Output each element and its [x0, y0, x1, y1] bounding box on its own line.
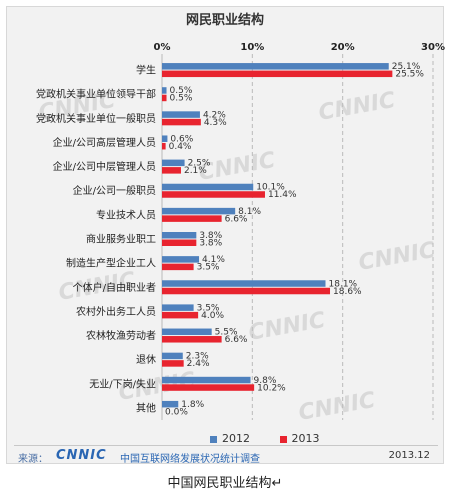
category-label: 企业/公司高层管理人员 — [53, 136, 156, 149]
chart-title: 网民职业结构 — [185, 13, 264, 28]
bar-2013 — [162, 118, 201, 126]
data-label-2013: 18.6% — [333, 287, 362, 297]
category-label: 农林牧渔劳动者 — [86, 329, 156, 342]
data-label-2012: 3.5% — [197, 303, 220, 313]
bar-2013 — [162, 215, 222, 222]
x-tick-label: 0% — [154, 42, 171, 53]
data-label-2012: 2.5% — [188, 159, 211, 169]
watermark-text: CNNIC — [357, 238, 437, 276]
data-label-2012: 18.1% — [329, 279, 358, 289]
cnnic-logo: CNNIC — [56, 448, 107, 463]
legend: 2012 2013 — [210, 432, 346, 445]
footer-divider — [14, 445, 438, 446]
x-tick-label: 30% — [421, 42, 445, 53]
category-label: 学生 — [136, 64, 156, 77]
bar-2013 — [162, 94, 167, 102]
data-label-2013: 3.8% — [199, 239, 222, 249]
data-label-2013: 3.5% — [197, 263, 220, 273]
bar-2012 — [162, 352, 183, 360]
data-label-2013: 4.3% — [204, 118, 227, 128]
data-label-2013: 0.5% — [170, 94, 193, 104]
data-label-2012: 3.8% — [199, 231, 222, 241]
data-label-2012: 1.8% — [181, 400, 204, 410]
data-label-2012: 5.5% — [215, 328, 238, 338]
bar-2013 — [162, 142, 166, 150]
watermark-text: CNNIC — [247, 308, 327, 346]
data-label-2013: 6.6% — [225, 214, 248, 224]
bar-chart: CNNICCNNICCNNICCNNICCNNICCNNICCNNICCNNIC… — [36, 42, 445, 426]
bar-2012 — [162, 256, 200, 263]
data-label-2012: 25.1% — [392, 62, 421, 72]
bar-2012 — [162, 135, 168, 142]
bar-2012 — [162, 304, 194, 311]
footer: 来源： CNNIC 中国互联网络发展状况统计调查 2013.12 — [16, 448, 436, 465]
data-label-2012: 4.1% — [202, 255, 225, 265]
data-label-2013: 10.2% — [257, 383, 286, 393]
watermark-text: CNNIC — [317, 88, 397, 126]
watermark-text: CNNIC — [297, 388, 377, 426]
bar-2012 — [162, 159, 185, 167]
legend-item-2013: 2013 — [279, 432, 320, 445]
bar-2013 — [162, 191, 265, 198]
legend-item-2012: 2012 — [210, 432, 250, 445]
category-label: 党政机关事业单位一般职员 — [36, 112, 156, 125]
data-label-2012: 9.8% — [254, 376, 277, 386]
bar-2013 — [162, 167, 181, 174]
category-label: 无业/下岗/失业 — [89, 377, 156, 390]
data-label-2012: 0.5% — [170, 86, 193, 96]
data-label-2013: 6.6% — [225, 335, 248, 345]
data-label-2012: 2.3% — [186, 352, 209, 362]
report-date: 2013.12 — [388, 450, 430, 461]
data-label-2013: 2.1% — [184, 166, 207, 176]
category-label: 农村外出务工人员 — [76, 305, 156, 318]
category-label: 个体户/自由职业者 — [73, 281, 156, 294]
bar-2012 — [162, 328, 212, 336]
category-label: 专业技术人员 — [96, 208, 156, 221]
bar-2013 — [162, 384, 255, 391]
data-label-2013: 25.5% — [395, 70, 424, 80]
category-label: 企业/公司一般职员 — [73, 184, 156, 197]
legend-label-2013: 2013 — [291, 432, 320, 445]
legend-label-2012: 2012 — [222, 432, 250, 445]
data-label-2012: 4.2% — [203, 110, 226, 120]
data-label-2013: 4.0% — [201, 311, 224, 321]
data-label-2012: 0.6% — [170, 134, 193, 144]
org-name: 中国互联网络发展状况统计调查 — [120, 454, 260, 465]
data-label-2012: 8.1% — [238, 207, 261, 217]
bar-2013 — [162, 336, 222, 343]
category-label: 商业服务业职工 — [86, 233, 156, 246]
legend-swatch-2013 — [279, 435, 287, 443]
x-tick-label: 20% — [331, 42, 355, 53]
data-label-2012: 10.1% — [256, 183, 285, 193]
category-label: 其他 — [136, 401, 156, 414]
category-label: 制造生产型企业工人 — [66, 257, 156, 270]
bar-2012 — [162, 183, 254, 191]
x-tick-label: 10% — [240, 42, 264, 53]
bar-2012 — [162, 376, 251, 384]
data-label-2013: 11.4% — [268, 190, 297, 200]
bar-2013 — [162, 70, 393, 78]
data-label-2013: 0.0% — [165, 407, 188, 417]
bar-2013 — [162, 311, 199, 319]
data-label-2013: 2.4% — [187, 359, 210, 369]
figure-caption: 中国网民职业结构↵ — [167, 476, 283, 491]
bar-2013 — [162, 287, 331, 295]
source-label: 来源： — [18, 454, 48, 465]
bar-2012 — [162, 87, 167, 94]
category-label: 党政机关事业单位领导干部 — [36, 88, 156, 101]
bar-2012 — [162, 207, 236, 215]
bar-2012 — [162, 111, 200, 118]
bar-2012 — [162, 400, 179, 408]
bar-2012 — [162, 232, 197, 239]
bar-2013 — [162, 239, 197, 246]
category-label: 企业/公司中层管理人员 — [53, 160, 156, 173]
legend-swatch-2012 — [210, 435, 217, 443]
bar-2013 — [162, 263, 194, 271]
data-label-2013: 0.4% — [169, 142, 192, 152]
bar-2012 — [162, 63, 389, 70]
bar-2012 — [162, 280, 326, 287]
bar-2013 — [162, 360, 184, 367]
category-label: 退休 — [136, 354, 156, 366]
